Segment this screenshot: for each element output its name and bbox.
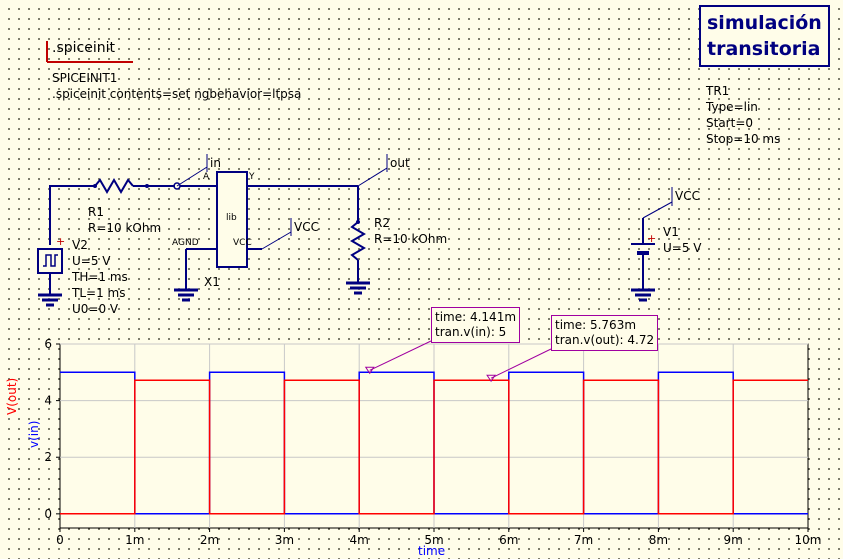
x-tick-label: 1m — [125, 533, 144, 547]
x-tick-label: 10m — [795, 533, 822, 547]
x-tick-label: 2m — [200, 533, 219, 547]
ylabel-vin: v(in) — [26, 421, 42, 448]
marker-vin-value: tran.v(in): 5 — [435, 325, 516, 340]
x-tick-label: 8m — [649, 533, 668, 547]
y-tick-label: 2 — [44, 450, 52, 464]
x-tick-label: 3m — [275, 533, 294, 547]
x-tick-label: 6m — [499, 533, 518, 547]
ylabel-vout: V(out) — [4, 378, 20, 415]
x-tick-label: 7m — [574, 533, 593, 547]
marker-vout-value: tran.v(out): 4.72 — [555, 333, 654, 348]
marker-vout[interactable]: time: 5.763m tran.v(out): 4.72 — [551, 315, 658, 351]
marker-vin-time: time: 4.141m — [435, 310, 516, 325]
marker-vout-time: time: 5.763m — [555, 318, 654, 333]
marker-vin[interactable]: time: 4.141m tran.v(in): 5 — [431, 307, 520, 343]
x-tick-label: 9m — [724, 533, 743, 547]
y-tick-label: 4 — [44, 394, 52, 408]
x-tick-label: 0 — [56, 533, 64, 547]
y-tick-label: 0 — [44, 507, 52, 521]
x-tick-label: 4m — [350, 533, 369, 547]
y-tick-label: 6 — [44, 337, 52, 351]
